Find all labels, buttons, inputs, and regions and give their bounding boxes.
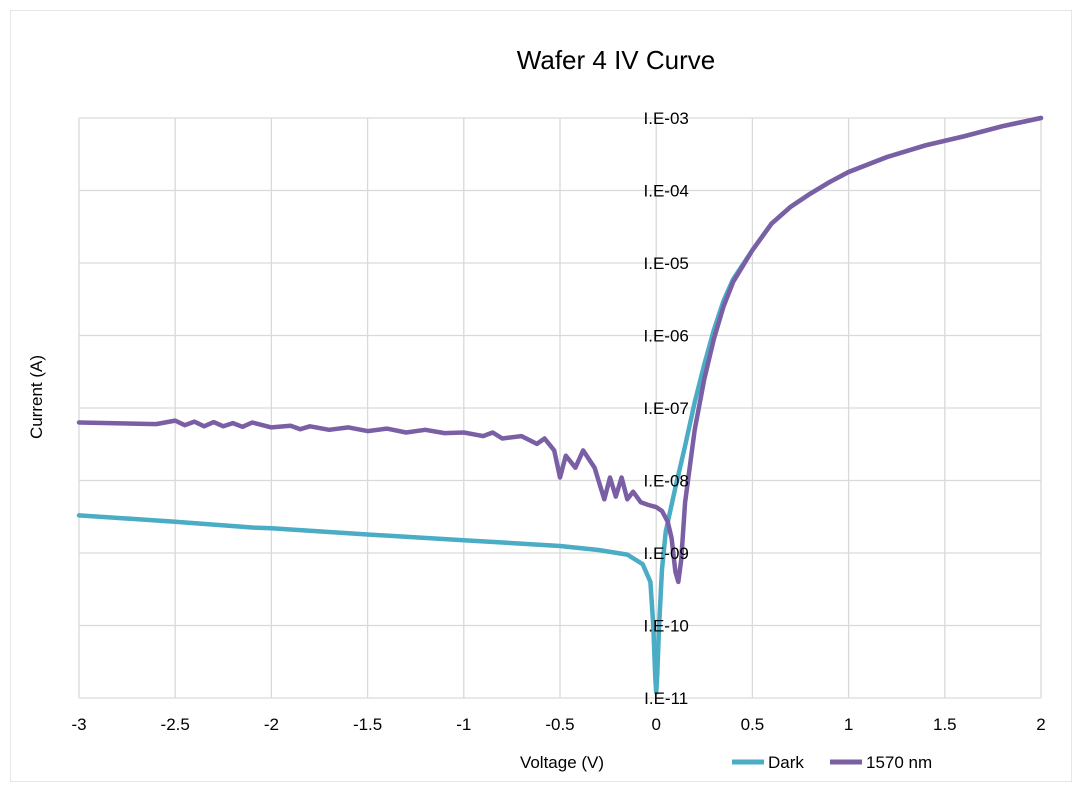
x-tick-label: 1.5 xyxy=(933,715,957,734)
x-tick-label: 0 xyxy=(651,715,660,734)
x-tick-label: -0.5 xyxy=(545,715,574,734)
x-tick-labels: -3 -2.5 -2 -1.5 -1 -0.5 0 0.5 1 1.5 2 xyxy=(71,715,1045,734)
series-layer xyxy=(76,115,1044,695)
x-tick-label: 0.5 xyxy=(741,715,765,734)
y-tick-label: I.E-04 xyxy=(644,182,689,201)
y-tick-label: I.E-08 xyxy=(644,472,689,491)
y-tick-label: I.E-10 xyxy=(644,617,689,636)
legend-label-dark: Dark xyxy=(768,753,804,772)
x-tick-label: -3 xyxy=(71,715,86,734)
legend: Dark 1570 nm xyxy=(732,753,932,772)
chart-frame xyxy=(10,10,1072,782)
y-tick-label: I.E-06 xyxy=(644,327,689,346)
y-tick-label: I.E-07 xyxy=(644,399,689,418)
legend-label-1570nm: 1570 nm xyxy=(866,753,932,772)
grid xyxy=(78,117,1042,699)
x-tick-label: -2 xyxy=(264,715,279,734)
y-tick-label: I.E-05 xyxy=(644,254,689,273)
x-tick-label: -2.5 xyxy=(161,715,190,734)
y-tick-label: I.E-09 xyxy=(644,544,689,563)
y-tick-labels: I.E-03 I.E-04 I.E-05 I.E-06 I.E-07 I.E-08 I.E-… xyxy=(644,109,689,708)
y-axis-title: Current (A) xyxy=(27,355,46,439)
x-tick-label: -1.5 xyxy=(353,715,382,734)
x-axis-title: Voltage (V) xyxy=(520,753,604,772)
x-tick-label: 2 xyxy=(1036,715,1045,734)
x-tick-label: -1 xyxy=(456,715,471,734)
x-tick-label: 1 xyxy=(844,715,853,734)
series-line-1570nm xyxy=(76,115,1044,585)
y-tick-label: I.E-03 xyxy=(644,109,689,128)
y-tick-label: I.E-11 xyxy=(644,689,688,708)
chart-title: Wafer 4 IV Curve xyxy=(517,45,715,75)
